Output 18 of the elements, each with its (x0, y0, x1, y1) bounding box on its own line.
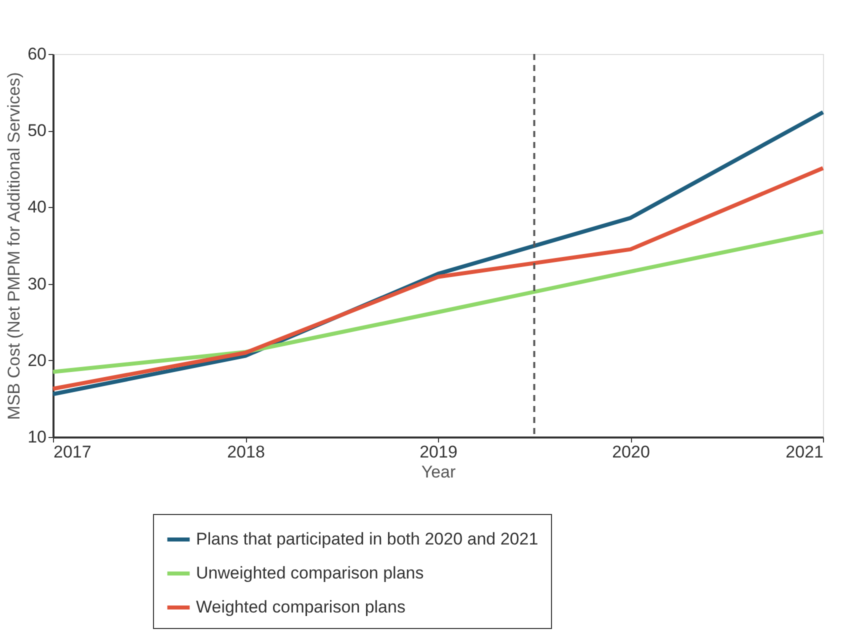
legend-label: Weighted comparison plans (196, 598, 406, 616)
x-tick-label: 2019 (420, 442, 458, 462)
y-tick-label: 10 (28, 428, 46, 446)
x-tick-label: 2018 (227, 442, 265, 462)
x-tick-label: 2021 (786, 442, 824, 462)
x-tick-label: 2017 (54, 442, 92, 462)
y-tick-label: 40 (28, 198, 46, 217)
y-tick-label: 20 (28, 350, 46, 370)
legend-label: Plans that participated in both 2020 and 2021 (196, 530, 538, 548)
y-tick-label: 30 (28, 274, 46, 294)
legend-label: Unweighted comparison plans (196, 564, 424, 582)
y-tick-label: 60 (28, 44, 46, 64)
x-axis-title: Year (421, 462, 456, 482)
line-series (51, 166, 825, 391)
x-tick-label: 2020 (612, 442, 650, 462)
y-axis-title: MSB Cost (Net PMPM for Additional Services) (4, 72, 24, 420)
line-series (51, 230, 825, 374)
y-tick-label: 50 (28, 121, 46, 140)
